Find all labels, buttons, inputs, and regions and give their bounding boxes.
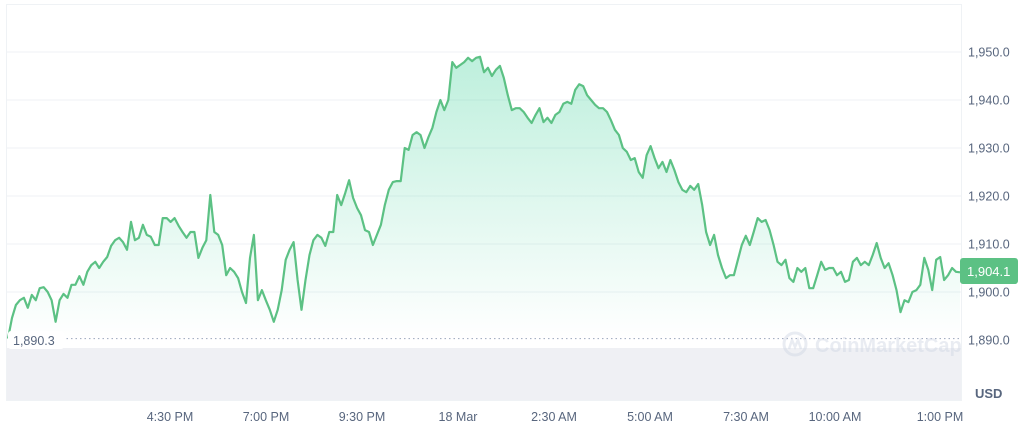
y-tick-label: 1,940.0 xyxy=(968,94,1010,108)
y-tick-label: 1,900.0 xyxy=(968,286,1010,300)
x-tick-label: 7:30 AM xyxy=(723,410,769,424)
y-tick-label: 1,950.0 xyxy=(968,46,1010,60)
x-tick-label: 1:00 PM xyxy=(917,410,964,424)
x-tick-label: 10:00 AM xyxy=(809,410,862,424)
current-price-text: 1,904.1 xyxy=(967,264,1010,279)
currency-label: USD xyxy=(975,386,1002,401)
watermark-logo: CoinMarketCap xyxy=(782,331,962,357)
price-area-fill xyxy=(8,56,960,339)
watermark-text: CoinMarketCap xyxy=(815,335,962,357)
x-axis-labels: 4:30 PM 7:00 PM 9:30 PM 18 Mar 2:30 AM 5:00 A… xyxy=(147,410,964,424)
plot-frame xyxy=(6,4,962,401)
y-tick-label: 1,890.0 xyxy=(968,334,1010,348)
x-tick-label: 4:30 PM xyxy=(147,410,194,424)
x-tick-label: 2:30 AM xyxy=(531,410,577,424)
open-price-label: 1,890.3 xyxy=(8,331,64,349)
x-tick-label: 5:00 AM xyxy=(627,410,673,424)
y-axis-labels: 1,890.0 1,900.0 1,910.0 1,920.0 1,930.0 1,940… xyxy=(968,46,1010,348)
volume-area xyxy=(7,348,961,400)
x-tick-label: 9:30 PM xyxy=(339,410,386,424)
x-tick-label: 7:00 PM xyxy=(243,410,290,424)
y-tick-label: 1,920.0 xyxy=(968,190,1010,204)
price-line xyxy=(6,55,961,339)
x-tick-label: 18 Mar xyxy=(439,410,478,424)
current-price-badge: 1,904.1 xyxy=(960,258,1018,284)
y-tick-label: 1,910.0 xyxy=(968,238,1010,252)
y-tick-label: 1,930.0 xyxy=(968,142,1010,156)
open-price-text: 1,890.3 xyxy=(13,334,55,348)
